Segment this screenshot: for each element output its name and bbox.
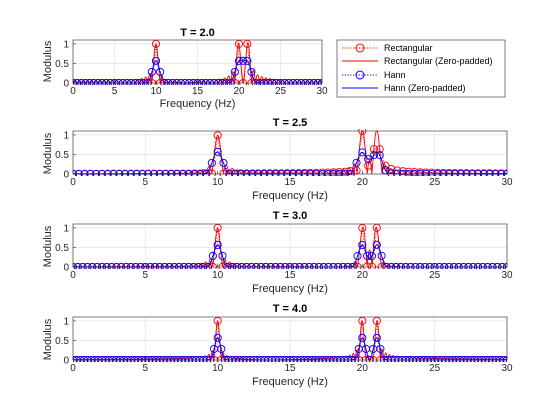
subplot-title: T = 2.5 xyxy=(273,117,308,129)
y-tick-label: 1 xyxy=(63,39,69,50)
x-tick-label: 5 xyxy=(143,177,149,188)
x-tick-label: 20 xyxy=(357,177,369,188)
x-tick-label: 15 xyxy=(284,177,296,188)
subplot-title: T = 4.0 xyxy=(273,303,308,315)
x-tick-label: 20 xyxy=(357,363,369,374)
subplot-title: T = 3.0 xyxy=(273,210,308,222)
legend-label: Hann xyxy=(384,70,406,80)
legend-label: Rectangular xyxy=(384,43,433,53)
y-axis-label: Modulus xyxy=(42,225,54,267)
x-axis-label: Frequency (Hz) xyxy=(252,190,328,202)
x-tick-label: 25 xyxy=(275,86,287,97)
x-tick-label: 5 xyxy=(143,270,149,281)
legend: Rectangular Rectangular (Zero-padded) Ha… xyxy=(337,40,505,97)
y-axis-label: Modulus xyxy=(42,318,54,360)
y-tick-label: 1 xyxy=(63,223,69,234)
x-tick-label: 0 xyxy=(70,270,76,281)
x-tick-label: 0 xyxy=(70,86,76,97)
x-tick-label: 15 xyxy=(192,86,204,97)
x-tick-label: 20 xyxy=(357,270,369,281)
x-tick-label: 15 xyxy=(284,363,296,374)
y-tick-label: 0.5 xyxy=(55,336,69,347)
x-tick-label: 15 xyxy=(284,270,296,281)
x-tick-label: 25 xyxy=(429,363,441,374)
x-tick-label: 30 xyxy=(316,86,328,97)
x-tick-label: 5 xyxy=(143,363,149,374)
y-tick-label: 0 xyxy=(63,79,69,90)
y-tick-label: 0.5 xyxy=(55,243,69,254)
x-tick-label: 10 xyxy=(212,363,224,374)
subplot-title: T = 2.0 xyxy=(180,27,215,39)
x-tick-label: 10 xyxy=(212,270,224,281)
x-tick-label: 10 xyxy=(212,177,224,188)
y-tick-label: 0 xyxy=(63,356,69,367)
x-tick-label: 25 xyxy=(429,177,441,188)
x-tick-label: 10 xyxy=(150,86,162,97)
legend-label: Hann (Zero-padded) xyxy=(384,83,466,93)
x-tick-label: 30 xyxy=(501,270,513,281)
x-tick-label: 5 xyxy=(112,86,118,97)
y-tick-label: 0 xyxy=(63,263,69,274)
y-tick-label: 0 xyxy=(63,170,69,181)
y-axis-label: Modulus xyxy=(42,132,54,174)
x-tick-label: 0 xyxy=(70,363,76,374)
y-tick-label: 0.5 xyxy=(55,59,69,70)
x-axis-label: Frequency (Hz) xyxy=(160,98,236,110)
y-tick-label: 1 xyxy=(63,316,69,327)
y-axis-label: Modulus xyxy=(42,40,54,82)
x-tick-label: 20 xyxy=(233,86,245,97)
x-tick-label: 30 xyxy=(501,177,513,188)
x-tick-label: 25 xyxy=(429,270,441,281)
x-tick-label: 0 xyxy=(70,177,76,188)
x-axis-label: Frequency (Hz) xyxy=(252,376,328,388)
legend-label: Rectangular (Zero-padded) xyxy=(384,56,493,66)
y-tick-label: 1 xyxy=(63,130,69,141)
x-tick-label: 30 xyxy=(501,363,513,374)
y-tick-label: 0.5 xyxy=(55,150,69,161)
x-axis-label: Frequency (Hz) xyxy=(252,283,328,295)
